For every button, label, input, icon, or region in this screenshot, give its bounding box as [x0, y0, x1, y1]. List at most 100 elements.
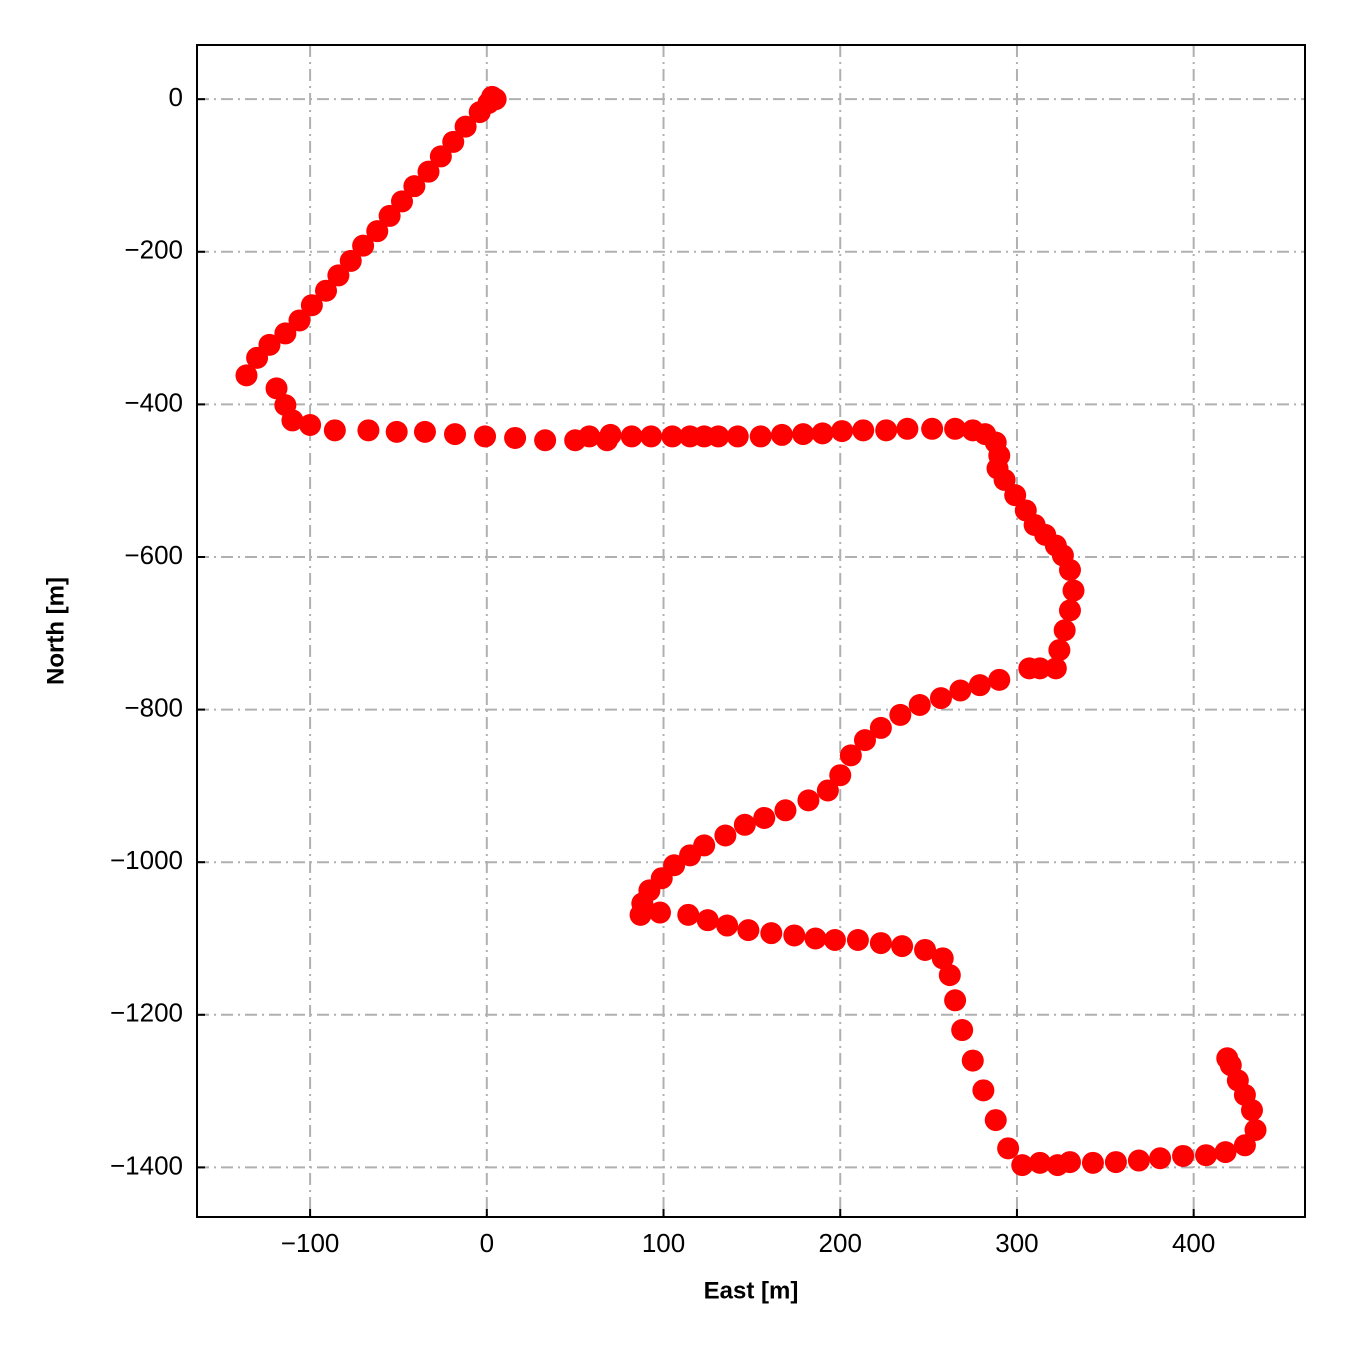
point	[831, 420, 854, 443]
point	[853, 729, 876, 752]
point	[274, 322, 297, 345]
y-tick-label: −1000	[110, 845, 183, 875]
point	[829, 764, 852, 787]
x-tick-label: 300	[995, 1228, 1038, 1258]
point	[327, 264, 350, 287]
x-tick-label: 0	[480, 1228, 494, 1258]
point	[454, 115, 477, 138]
point	[1172, 1144, 1195, 1167]
point	[944, 989, 967, 1012]
point	[315, 279, 338, 302]
point	[366, 220, 389, 243]
point	[1044, 657, 1067, 680]
point	[716, 914, 739, 937]
y-tick-label: −200	[124, 235, 183, 265]
x-tick-label: 200	[819, 1228, 862, 1258]
point	[1127, 1149, 1150, 1172]
point	[661, 425, 684, 448]
point	[265, 377, 288, 400]
point	[578, 425, 601, 448]
point	[1028, 1151, 1051, 1174]
point	[599, 423, 622, 446]
point	[677, 903, 700, 926]
point	[534, 429, 557, 452]
point	[753, 806, 776, 829]
x-axis-label: East [m]	[704, 1277, 799, 1304]
point	[792, 423, 815, 446]
point	[811, 422, 834, 445]
point	[944, 417, 967, 440]
point	[869, 716, 892, 739]
point	[1244, 1119, 1267, 1142]
point	[1081, 1151, 1104, 1174]
point	[988, 668, 1011, 691]
point	[1104, 1151, 1127, 1174]
point	[629, 903, 652, 926]
point	[1195, 1144, 1218, 1167]
y-tick-label: −600	[124, 540, 183, 570]
point	[707, 425, 730, 448]
y-tick-label: 0	[169, 82, 183, 112]
point	[908, 694, 931, 717]
point	[1018, 657, 1041, 680]
point	[961, 1049, 984, 1072]
point	[288, 309, 311, 332]
point	[972, 1079, 995, 1102]
point	[385, 420, 408, 443]
point	[357, 419, 380, 442]
point	[846, 929, 869, 952]
point	[648, 901, 671, 924]
y-tick-label: −1200	[110, 998, 183, 1028]
point	[921, 417, 944, 440]
point	[679, 844, 702, 867]
point	[281, 409, 304, 432]
point	[823, 929, 846, 952]
point	[875, 419, 898, 442]
point	[783, 924, 806, 947]
point	[774, 799, 797, 822]
point	[760, 922, 783, 945]
point	[1216, 1047, 1239, 1070]
point	[931, 947, 954, 970]
point	[413, 420, 436, 443]
x-tick-label: 100	[642, 1228, 685, 1258]
y-tick-label: −400	[124, 387, 183, 417]
point	[417, 160, 440, 183]
point	[968, 674, 991, 697]
point	[1004, 484, 1027, 507]
point	[951, 1019, 974, 1042]
point	[869, 932, 892, 955]
point	[474, 425, 497, 448]
plot-frame	[196, 44, 1306, 1218]
y-tick-label: −1400	[110, 1150, 183, 1180]
point	[1048, 639, 1071, 662]
point	[403, 175, 426, 198]
point	[299, 413, 322, 436]
y-tick-label: −800	[124, 692, 183, 722]
point	[352, 234, 375, 257]
point	[914, 938, 937, 961]
point	[770, 423, 793, 446]
point	[1053, 619, 1076, 642]
point	[1214, 1141, 1237, 1164]
point	[1149, 1147, 1172, 1170]
point	[797, 789, 820, 812]
point	[640, 425, 663, 448]
point	[1058, 558, 1081, 581]
point	[737, 919, 760, 942]
point	[1058, 1151, 1081, 1174]
point	[938, 964, 961, 987]
point	[804, 927, 827, 950]
point	[390, 190, 413, 213]
point	[1062, 579, 1085, 602]
point	[378, 204, 401, 227]
point	[1233, 1134, 1256, 1157]
point	[852, 419, 875, 442]
point	[339, 249, 362, 272]
point	[726, 425, 749, 448]
point	[816, 779, 839, 802]
point	[889, 703, 912, 726]
point	[300, 294, 323, 317]
point	[997, 1137, 1020, 1160]
